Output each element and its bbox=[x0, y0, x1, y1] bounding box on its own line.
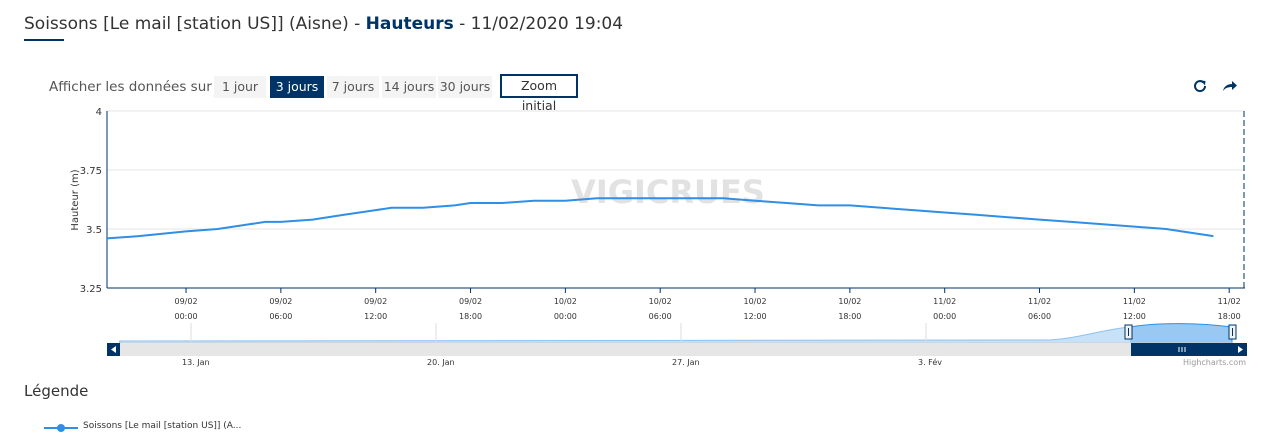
navigator-background bbox=[120, 323, 1233, 343]
x-tick-label: 10/02 bbox=[838, 297, 861, 306]
zoom-reset-button[interactable]: Zoom initial bbox=[500, 74, 578, 113]
x-tick-label: 06:00 bbox=[1028, 312, 1051, 321]
y-tick-label: 3.75 bbox=[80, 166, 102, 177]
navigator-label: 13. Jan bbox=[182, 358, 210, 367]
range-button-30-days[interactable]: 30 jours bbox=[438, 76, 492, 98]
navigator-series bbox=[119, 323, 1233, 344]
y-tick-label: 3.25 bbox=[80, 284, 102, 295]
x-tick-label: 06:00 bbox=[649, 312, 672, 321]
range-button-7-days[interactable]: 7 jours bbox=[327, 76, 379, 98]
navigator-label: 3. Fév bbox=[918, 357, 942, 367]
x-tick-label: 11/02 bbox=[1123, 297, 1146, 306]
range-selector-label: Afficher les données sur : bbox=[49, 79, 221, 95]
gridlines bbox=[107, 169, 1245, 230]
x-tick-label: 00:00 bbox=[933, 312, 956, 321]
legend-symbol bbox=[44, 424, 78, 432]
title-bold: Hauteurs bbox=[365, 14, 454, 34]
x-tick-label: 12:00 bbox=[743, 312, 766, 321]
range-button-3-days[interactable]: 3 jours bbox=[270, 76, 324, 98]
legend-item-label: Soissons [Le mail [station US]] (A... bbox=[83, 421, 242, 431]
x-tick-label: 11/02 bbox=[1218, 297, 1241, 306]
series-line bbox=[106, 197, 1214, 240]
y-tick-label: 4 bbox=[96, 107, 102, 118]
x-tick-label: 10/02 bbox=[649, 297, 672, 306]
x-tick-label: 18:00 bbox=[838, 312, 861, 321]
share-arrow-icon[interactable] bbox=[1220, 76, 1240, 96]
range-button-14-days[interactable]: 14 jours bbox=[382, 76, 436, 98]
chart-watermark: VIGICRUES bbox=[571, 173, 765, 211]
x-tick-label: 00:00 bbox=[554, 312, 577, 321]
navigator-label: 20. Jan bbox=[427, 358, 455, 367]
navigator-labels: 13. Jan 20. Jan 27. Jan 3. Fév bbox=[182, 323, 942, 367]
x-tick-label: 09/02 bbox=[269, 297, 292, 306]
x-tick-label: 06:00 bbox=[269, 312, 292, 321]
navigator-label: 27. Jan bbox=[672, 358, 700, 367]
x-tick-label: 11/02 bbox=[933, 297, 956, 306]
title-prefix: Soissons [Le mail [station US]] (Aisne) … bbox=[24, 14, 366, 34]
title-suffix: - 11/02/2020 19:04 bbox=[453, 14, 624, 34]
x-tick-label: 09/02 bbox=[174, 297, 197, 306]
x-tick-label: 18:00 bbox=[1218, 312, 1241, 321]
scrollbar-grip-icon bbox=[1178, 347, 1186, 352]
page-title: Soissons [Le mail [station US]] (Aisne) … bbox=[24, 14, 623, 34]
x-tick-label: 00:00 bbox=[174, 312, 197, 321]
x-tick-label: 10/02 bbox=[743, 297, 766, 306]
y-axis-title: Hauteur (m) bbox=[70, 169, 81, 230]
y-tick-labels: 3.25 3.5 3.75 4 bbox=[80, 107, 102, 295]
x-tick-label: 18:00 bbox=[459, 312, 482, 321]
x-tick-label: 09/02 bbox=[364, 297, 387, 306]
x-tick-label: 10/02 bbox=[554, 297, 577, 306]
x-tick-labels: 09/02 00:00 09/02 06:00 09/02 12:00 09/02 18:00… bbox=[174, 288, 1241, 321]
credits-link[interactable]: Highcharts.com bbox=[1183, 358, 1246, 367]
refresh-icon[interactable] bbox=[1190, 76, 1210, 96]
scrollbar-left-arrow-icon bbox=[111, 346, 116, 353]
x-tick-label: 11/02 bbox=[1028, 297, 1051, 306]
legend-title: Légende bbox=[24, 382, 89, 400]
scrollbar-right-arrow-icon bbox=[1238, 346, 1243, 353]
title-underline bbox=[24, 39, 64, 41]
range-button-1-day[interactable]: 1 jour bbox=[214, 76, 266, 98]
scrollbar-track[interactable] bbox=[107, 343, 1247, 356]
x-tick-label: 12:00 bbox=[1123, 312, 1146, 321]
y-tick-label: 3.5 bbox=[86, 225, 102, 236]
navigator-mask bbox=[120, 323, 1130, 343]
x-tick-label: 09/02 bbox=[459, 297, 482, 306]
x-tick-label: 12:00 bbox=[364, 312, 387, 321]
